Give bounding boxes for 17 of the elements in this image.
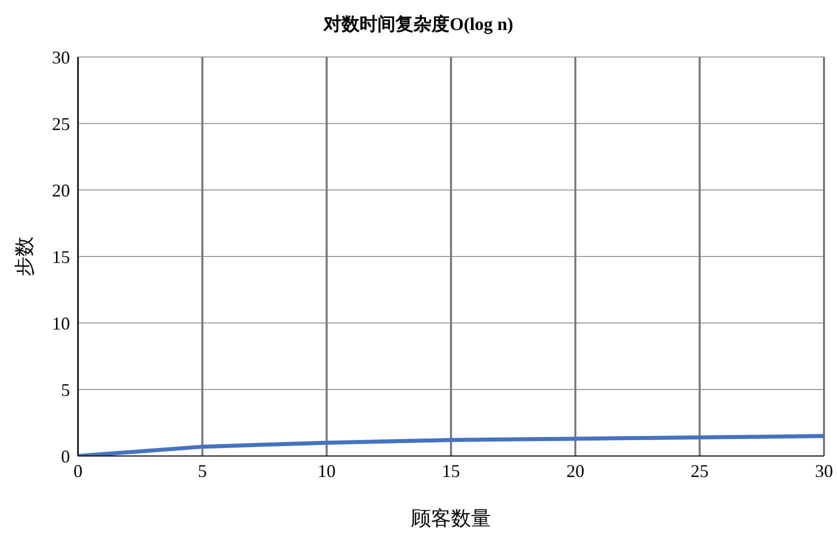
x-axis-title: 顾客数量 — [411, 508, 491, 530]
y-tick-label: 30 — [52, 47, 70, 68]
y-tick-label: 15 — [52, 246, 70, 267]
y-tick-label: 25 — [52, 114, 70, 134]
y-axis-title: 步数 — [14, 236, 36, 276]
x-tick-label: 30 — [815, 460, 833, 481]
y-tick-label: 20 — [52, 180, 70, 200]
x-tick-label: 25 — [690, 460, 709, 481]
y-tick-label: 10 — [52, 313, 70, 334]
x-tick-label: 20 — [566, 460, 584, 481]
x-tick-label: 0 — [74, 460, 82, 481]
y-tick-label: 0 — [61, 446, 70, 466]
x-tick-label: 10 — [318, 460, 336, 481]
x-tick-label: 5 — [198, 460, 207, 481]
x-tick-label: 15 — [442, 460, 460, 481]
y-tick-label: 5 — [61, 380, 70, 400]
chart-title: 对数时间复杂度O(log n) — [322, 13, 514, 36]
